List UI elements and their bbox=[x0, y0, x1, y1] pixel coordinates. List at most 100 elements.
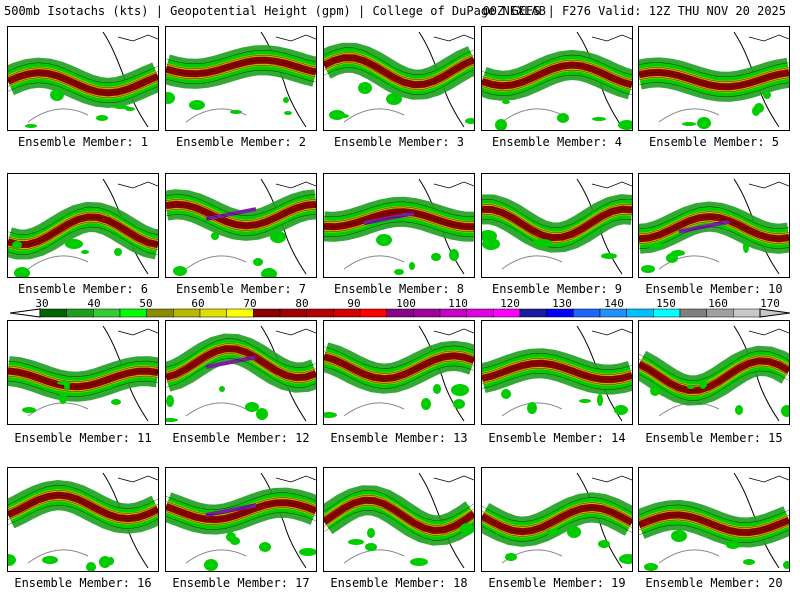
colorbar-swatch bbox=[146, 308, 174, 318]
colorbar-swatch bbox=[279, 308, 307, 318]
ensemble-member-label: Ensemble Member: 12 bbox=[172, 431, 310, 445]
isotach-map bbox=[8, 472, 158, 571]
ensemble-panel[interactable] bbox=[7, 26, 159, 131]
ensemble-member-label: Ensemble Member: 13 bbox=[330, 431, 468, 445]
ensemble-member-label: Ensemble Member: 8 bbox=[333, 282, 465, 296]
colorbar-swatch bbox=[466, 308, 494, 318]
colorbar-tick-label: 110 bbox=[448, 297, 468, 310]
colorbar-tick-label: 170 bbox=[760, 297, 780, 310]
isotach-map bbox=[166, 472, 316, 571]
ensemble-member-label: Ensemble Member: 6 bbox=[17, 282, 149, 296]
isotach-map bbox=[324, 178, 474, 275]
ensemble-panel[interactable] bbox=[7, 173, 159, 278]
isotach-map bbox=[8, 31, 158, 128]
colorbar-swatch bbox=[546, 308, 574, 318]
colorbar-swatch bbox=[439, 308, 467, 318]
ensemble-panel[interactable] bbox=[323, 173, 475, 278]
ensemble-panel[interactable] bbox=[638, 320, 790, 425]
colorbar-tick-label: 130 bbox=[552, 297, 572, 310]
ensemble-panel[interactable] bbox=[481, 467, 633, 572]
colorbar-swatch bbox=[733, 308, 761, 318]
ensemble-panel[interactable] bbox=[165, 173, 317, 278]
colorbar bbox=[10, 308, 790, 318]
ensemble-member-label: Ensemble Member: 3 bbox=[333, 135, 465, 149]
isotach-map bbox=[639, 325, 789, 422]
isotach-map bbox=[166, 325, 316, 422]
ensemble-member-label: Ensemble Member: 14 bbox=[488, 431, 626, 445]
isotach-map bbox=[8, 178, 158, 277]
ensemble-member-label: Ensemble Member: 7 bbox=[175, 282, 307, 296]
isotach-map bbox=[482, 178, 632, 275]
ensemble-member-label: Ensemble Member: 9 bbox=[491, 282, 623, 296]
ensemble-member-label: Ensemble Member: 10 bbox=[645, 282, 783, 296]
isotach-map bbox=[639, 178, 789, 275]
colorbar-tick-label: 40 bbox=[87, 297, 101, 310]
ensemble-panel[interactable] bbox=[638, 26, 790, 131]
run-info: 00Z GEFS | F276 Valid: 12Z THU NOV 20 20… bbox=[482, 4, 786, 18]
ensemble-member-label: Ensemble Member: 2 bbox=[175, 135, 307, 149]
ensemble-panel[interactable] bbox=[638, 467, 790, 572]
ensemble-member-label: Ensemble Member: 1 bbox=[17, 135, 149, 149]
colorbar-tick-label: 90 bbox=[347, 297, 361, 310]
ensemble-member-label: Ensemble Member: 17 bbox=[172, 576, 310, 590]
isotach-map bbox=[324, 31, 474, 128]
colorbar-swatch bbox=[253, 308, 281, 318]
isotach-map bbox=[166, 31, 316, 128]
colorbar-swatch bbox=[679, 308, 707, 318]
colorbar-swatch bbox=[93, 308, 121, 318]
colorbar-tick-label: 160 bbox=[708, 297, 728, 310]
ensemble-panel[interactable] bbox=[165, 467, 317, 572]
colorbar-tick-label: 80 bbox=[295, 297, 309, 310]
colorbar-swatch bbox=[119, 308, 147, 318]
ensemble-member-label: Ensemble Member: 4 bbox=[491, 135, 623, 149]
map-title: 500mb Isotachs (kts) | Geopotential Heig… bbox=[4, 4, 546, 18]
isotach-map bbox=[166, 178, 316, 277]
ensemble-panel[interactable] bbox=[165, 26, 317, 131]
colorbar-swatch bbox=[306, 308, 334, 318]
colorbar-swatch bbox=[226, 308, 254, 318]
colorbar-swatch bbox=[626, 308, 654, 318]
isotach-map bbox=[482, 472, 632, 569]
colorbar-swatch bbox=[199, 308, 227, 318]
ensemble-member-label: Ensemble Member: 16 bbox=[14, 576, 152, 590]
colorbar-swatch bbox=[359, 308, 387, 318]
ensemble-panel[interactable] bbox=[481, 173, 633, 278]
header-bar: 500mb Isotachs (kts) | Geopotential Heig… bbox=[0, 0, 800, 22]
colorbar-swatch bbox=[653, 308, 681, 318]
ensemble-member-label: Ensemble Member: 18 bbox=[330, 576, 468, 590]
colorbar-tick-label: 60 bbox=[191, 297, 205, 310]
colorbar-swatch bbox=[333, 308, 361, 318]
colorbar-tick-label: 150 bbox=[656, 297, 676, 310]
isotach-map bbox=[482, 325, 632, 422]
colorbar-tick-label: 50 bbox=[139, 297, 153, 310]
colorbar-tick-label: 100 bbox=[396, 297, 416, 310]
isotach-map bbox=[639, 472, 789, 571]
colorbar-swatch bbox=[519, 308, 547, 318]
colorbar-left-arrow bbox=[10, 308, 41, 318]
colorbar-swatch bbox=[66, 308, 94, 318]
ensemble-member-label: Ensemble Member: 15 bbox=[645, 431, 783, 445]
colorbar-swatch bbox=[386, 308, 414, 318]
colorbar-swatch bbox=[599, 308, 627, 318]
colorbar-swatch bbox=[493, 308, 521, 318]
ensemble-panel[interactable] bbox=[323, 26, 475, 131]
colorbar-swatch bbox=[173, 308, 201, 318]
ensemble-panel[interactable] bbox=[323, 467, 475, 572]
isotach-map bbox=[482, 31, 632, 130]
ensemble-member-label: Ensemble Member: 11 bbox=[14, 431, 152, 445]
ensemble-member-label: Ensemble Member: 5 bbox=[648, 135, 780, 149]
ensemble-panel[interactable] bbox=[7, 467, 159, 572]
colorbar-swatch bbox=[39, 308, 67, 318]
ensemble-panel[interactable] bbox=[638, 173, 790, 278]
ensemble-member-label: Ensemble Member: 19 bbox=[488, 576, 626, 590]
ensemble-panel[interactable] bbox=[165, 320, 317, 425]
ensemble-panel[interactable] bbox=[481, 320, 633, 425]
colorbar-swatch bbox=[573, 308, 601, 318]
colorbar-swatch bbox=[706, 308, 734, 318]
isotach-map bbox=[324, 472, 474, 569]
ensemble-panel[interactable] bbox=[481, 26, 633, 131]
isotach-map bbox=[324, 325, 474, 422]
ensemble-panel[interactable] bbox=[323, 320, 475, 425]
colorbar-tick-label: 120 bbox=[500, 297, 520, 310]
ensemble-panel[interactable] bbox=[7, 320, 159, 425]
